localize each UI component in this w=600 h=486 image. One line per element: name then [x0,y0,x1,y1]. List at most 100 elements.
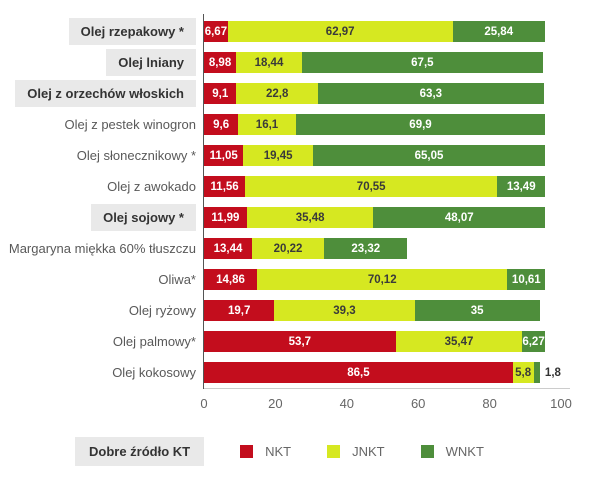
bar-value-label: 14,86 [216,273,245,286]
bar-value-label: 11,99 [211,211,240,224]
chart-row: Olej kokosowy 86,5 5,8 1,8 [0,357,600,388]
bar-value-label: 39,3 [333,304,356,317]
bar-segment-jnkt: 5,8 [512,362,534,383]
legend-swatch-jnkt [327,445,341,458]
x-axis-tick-label: 80 [482,396,497,411]
bar-value-label: 13,49 [506,180,536,193]
bar-value-label: 19,7 [227,304,251,317]
category-label-cell: Oliwa* [0,264,204,295]
bar-stack: 9,6 16,1 69,9 [204,109,600,140]
bar-segment-wnkt: 23,32 [324,238,408,259]
chart-rows: Olej rzepakowy * 6,67 62,97 25,84 Olej lnian… [0,16,600,388]
bar-value-label: 35,47 [444,335,474,348]
legend-label: JNKT [352,444,385,459]
bar-stack: 8,98 18,44 67,5 [204,47,600,78]
bar-value-label: 62,97 [325,25,355,38]
bar-value-label: 63,3 [419,87,443,100]
chart-row: Olej ryżowy 19,7 39,3 35 [0,295,600,326]
bar-segment-wnkt: 48,07 [373,207,546,228]
bar-stack: 86,5 5,8 1,8 [204,357,600,388]
category-label-cell: Olej z awokado [0,171,204,202]
bar-segment-jnkt: 22,8 [236,83,318,104]
bar-stack: 11,05 19,45 65,05 [204,140,600,171]
bar-segment-wnkt: 69,9 [295,114,546,135]
category-label-cell: Olej ryżowy [0,295,204,326]
category-label-highlighted: Olej sojowy * [91,204,196,231]
legend-item-jnkt: JNKT [327,444,385,459]
bar-value-label: 13,44 [213,242,243,255]
bar-stack: 53,7 35,47 6,27 [204,326,600,357]
chart-row: Olej palmowy* 53,7 35,47 6,27 [0,326,600,357]
bar-segment-nkt: 86,5 [204,362,513,383]
category-label-cell: Olej sojowy * [0,202,204,233]
bar-segment-jnkt: 35,47 [395,331,523,352]
bar-value-label: 53,7 [288,335,312,348]
bar-segment-jnkt: 70,12 [257,269,508,290]
x-axis-tick-label: 100 [550,396,572,411]
bar-value-label: 19,45 [263,149,293,162]
legend: Dobre źródło KT NKT JNKT WNKT [75,437,484,466]
plot-area: Olej rzepakowy * 6,67 62,97 25,84 Olej lnian… [0,14,600,414]
bar-segment-nkt: 11,56 [204,176,246,197]
bar-segment-nkt: 9,1 [204,83,237,104]
bar-value-label-outside: 1,8 [544,366,561,379]
legend-items: NKT JNKT WNKT [240,444,484,459]
bar-segment-nkt: 53,7 [204,331,396,352]
y-axis-line [203,14,204,389]
bar-segment-jnkt: 20,22 [251,238,325,259]
category-label-cell: Olej słonecznikowy * [0,140,204,171]
chart-row: Margaryna miękka 60% tłuszczu 13,44 20,22 2… [0,233,600,264]
category-label: Margaryna miękka 60% tłuszczu [8,241,196,256]
legend-item-nkt: NKT [240,444,291,459]
bar-value-label: 70,55 [356,180,386,193]
x-axis: 0 20 40 60 80 100 [200,396,571,414]
category-label-cell: Olej lniany [0,47,204,78]
bar-segment-wnkt [533,362,540,383]
bar-segment-wnkt: 67,5 [301,52,543,73]
bar-segment-wnkt: 35 [414,300,540,321]
bar-value-label: 23,32 [351,242,381,255]
bar-value-label: 5,8 [515,366,532,379]
bar-segment-jnkt: 39,3 [274,300,415,321]
category-label: Olej palmowy* [112,334,196,349]
bar-value-label: 16,1 [255,118,279,131]
bar-segment-wnkt: 25,84 [452,21,545,42]
bar-segment-jnkt: 18,44 [236,52,302,73]
category-label-cell: Olej rzepakowy * [0,16,204,47]
chart-row: Olej słonecznikowy * 11,05 19,45 65,05 [0,140,600,171]
category-label-cell: Olej kokosowy [0,357,204,388]
category-label: Olej ryżowy [128,303,196,318]
chart-row: Olej z pestek winogron 9,6 16,1 69,9 [0,109,600,140]
x-axis-tick-label: 60 [410,396,426,411]
bar-value-label: 65,05 [414,149,444,162]
chart-row: Olej lniany 8,98 18,44 67,5 [0,47,600,78]
bar-segment-jnkt: 35,48 [246,207,374,228]
category-label-highlighted: Olej lniany [106,49,196,76]
bar-value-label: 9,1 [212,87,229,100]
bar-value-label: 22,8 [265,87,289,100]
bar-value-label: 48,07 [444,211,474,224]
category-label-cell: Olej z orzechów włoskich [0,78,204,109]
category-label-cell: Olej z pestek winogron [0,109,204,140]
bar-segment-nkt: 11,05 [204,145,244,166]
category-label: Olej z awokado [107,179,196,194]
bar-segment-wnkt: 10,61 [507,269,546,290]
bar-stack: 6,67 62,97 25,84 [204,16,600,47]
category-label-cell: Olej palmowy* [0,326,204,357]
category-label-highlighted: Olej z orzechów włoskich [15,80,196,107]
chart-row: Olej rzepakowy * 6,67 62,97 25,84 [0,16,600,47]
chart-row: Olej z orzechów włoskich 9,1 22,8 63,3 [0,78,600,109]
bar-value-label: 11,05 [209,149,238,162]
bar-segment-jnkt: 16,1 [238,114,296,135]
x-axis-tick-label: 0 [200,396,208,411]
legend-title: Dobre źródło KT [75,437,205,466]
bar-segment-jnkt: 19,45 [243,145,313,166]
legend-label: WNKT [445,444,484,459]
bar-segment-wnkt: 65,05 [312,145,546,166]
x-axis-line [204,388,570,389]
bar-segment-jnkt: 62,97 [227,21,453,42]
bar-segment-nkt: 9,6 [204,114,239,135]
bar-segment-wnkt: 63,3 [317,83,544,104]
bar-segment-wnkt: 13,49 [497,176,546,197]
